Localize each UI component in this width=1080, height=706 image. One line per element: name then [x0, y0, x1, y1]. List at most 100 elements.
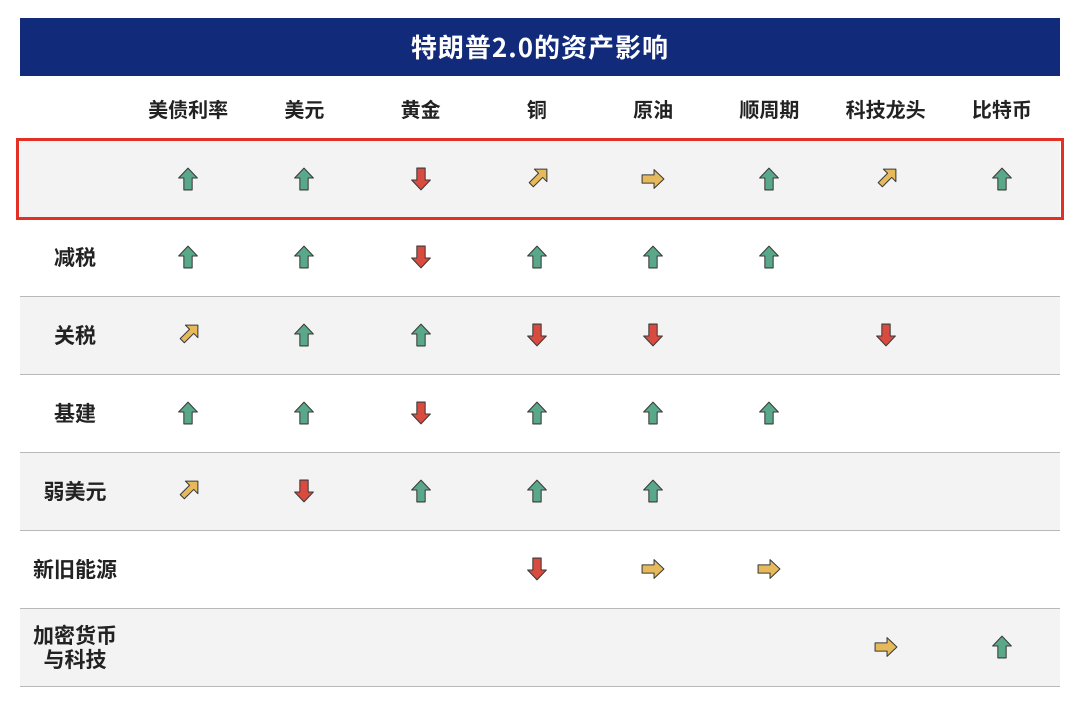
arrow-up-icon — [246, 322, 362, 348]
column-header: 黄金 — [363, 76, 479, 140]
table-cell — [246, 218, 362, 296]
table-cell — [363, 608, 479, 686]
table-cell — [944, 374, 1060, 452]
table-cell — [944, 530, 1060, 608]
arrow-down-icon — [246, 478, 362, 504]
table-cell — [246, 374, 362, 452]
table-cell — [246, 608, 362, 686]
table-row: 新旧能源 — [20, 530, 1060, 608]
arrow-down-icon — [479, 556, 595, 582]
arrow-down-icon — [363, 400, 479, 426]
column-header: 顺周期 — [711, 76, 827, 140]
arrow-up-icon — [595, 400, 711, 426]
table-cell — [479, 140, 595, 218]
table-cell — [828, 374, 944, 452]
arrow-right-icon — [711, 556, 827, 582]
impact-table: 美债利率美元黄金铜原油顺周期科技龙头比特币 减税关税基建弱美元新旧能源加密货币 … — [20, 76, 1060, 687]
table-cell — [363, 218, 479, 296]
table-cell — [595, 296, 711, 374]
table-cell — [479, 296, 595, 374]
column-header: 美元 — [246, 76, 362, 140]
arrow-right-icon — [595, 166, 711, 192]
arrow-up-right-icon — [479, 166, 595, 192]
arrow-up-icon — [595, 244, 711, 270]
table-cell — [130, 296, 246, 374]
arrow-down-icon — [479, 322, 595, 348]
table-cell — [479, 218, 595, 296]
arrow-down-icon — [595, 322, 711, 348]
table-cell — [130, 608, 246, 686]
arrow-up-right-icon — [130, 478, 246, 504]
header-blank — [20, 76, 130, 140]
row-label: 基建 — [20, 374, 130, 452]
table-cell — [595, 374, 711, 452]
arrow-down-icon — [363, 244, 479, 270]
table-cell — [711, 452, 827, 530]
table-cell — [944, 608, 1060, 686]
table-row: 基建 — [20, 374, 1060, 452]
arrow-up-icon — [246, 244, 362, 270]
table-cell — [363, 452, 479, 530]
table-cell — [363, 530, 479, 608]
table-cell — [828, 452, 944, 530]
table-cell — [944, 218, 1060, 296]
table-cell — [711, 374, 827, 452]
table-cell — [595, 530, 711, 608]
table-cell — [246, 530, 362, 608]
arrow-right-icon — [828, 634, 944, 660]
arrow-down-icon — [828, 322, 944, 348]
table-cell — [479, 608, 595, 686]
table-cell — [130, 140, 246, 218]
table-cell — [711, 608, 827, 686]
arrow-up-icon — [130, 244, 246, 270]
arrow-up-icon — [246, 166, 362, 192]
table-cell — [828, 296, 944, 374]
row-label: 关税 — [20, 296, 130, 374]
arrow-up-icon — [595, 478, 711, 504]
table-cell — [595, 452, 711, 530]
column-header: 美债利率 — [130, 76, 246, 140]
table-row: 减税 — [20, 218, 1060, 296]
table-cell — [944, 452, 1060, 530]
row-label: 弱美元 — [20, 452, 130, 530]
arrow-up-icon — [246, 400, 362, 426]
arrow-up-right-icon — [828, 166, 944, 192]
column-header-row: 美债利率美元黄金铜原油顺周期科技龙头比特币 — [20, 76, 1060, 140]
table-cell — [363, 296, 479, 374]
arrow-up-icon — [944, 634, 1060, 660]
table-cell — [711, 140, 827, 218]
arrow-up-icon — [130, 166, 246, 192]
table-row: 加密货币 与科技 — [20, 608, 1060, 686]
arrow-up-icon — [711, 400, 827, 426]
arrow-up-icon — [711, 244, 827, 270]
row-label: 减税 — [20, 218, 130, 296]
table-cell — [130, 530, 246, 608]
table-cell — [944, 296, 1060, 374]
table-cell — [246, 452, 362, 530]
table-cell — [595, 140, 711, 218]
column-header: 科技龙头 — [828, 76, 944, 140]
table-cell — [595, 218, 711, 296]
table-cell — [828, 530, 944, 608]
arrow-up-icon — [363, 478, 479, 504]
table-cell — [479, 530, 595, 608]
table-cell — [711, 530, 827, 608]
table-cell — [130, 374, 246, 452]
table-cell — [828, 608, 944, 686]
table-cell — [828, 140, 944, 218]
table-title: 特朗普2.0的资产影响 — [20, 18, 1060, 76]
arrow-up-right-icon — [130, 322, 246, 348]
arrow-up-icon — [479, 244, 595, 270]
table-cell — [479, 374, 595, 452]
row-label — [20, 140, 130, 218]
column-header: 比特币 — [944, 76, 1060, 140]
arrow-up-icon — [363, 322, 479, 348]
arrow-up-icon — [479, 478, 595, 504]
arrow-down-icon — [363, 166, 479, 192]
arrow-up-icon — [479, 400, 595, 426]
table-cell — [711, 296, 827, 374]
column-header: 铜 — [479, 76, 595, 140]
arrow-up-icon — [130, 400, 246, 426]
table-row — [20, 140, 1060, 218]
table-cell — [130, 452, 246, 530]
